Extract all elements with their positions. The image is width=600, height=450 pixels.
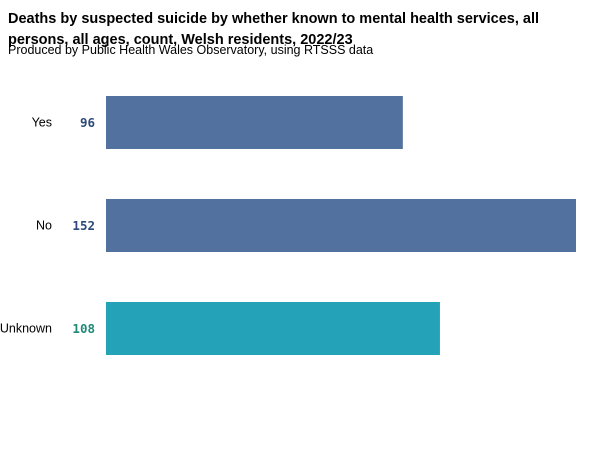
value-label-yes: 96 (80, 115, 95, 130)
value-label-no: 152 (72, 218, 95, 233)
category-label-unknown: Unknown (0, 322, 52, 336)
bar-unknown (106, 302, 440, 355)
chart-title: Deaths by suspected suicide by whether k… (8, 11, 540, 48)
category-label-yes: Yes (32, 116, 52, 130)
bar-no (106, 199, 576, 252)
value-label-unknown: 108 (72, 321, 95, 336)
bar-yes (106, 96, 403, 149)
chart-subtitle: Produced by Public Health Wales Observat… (8, 43, 374, 57)
category-label-no: No (36, 219, 52, 233)
bars-layer: Yes 96 No 152 Unknown 108 (0, 96, 576, 355)
